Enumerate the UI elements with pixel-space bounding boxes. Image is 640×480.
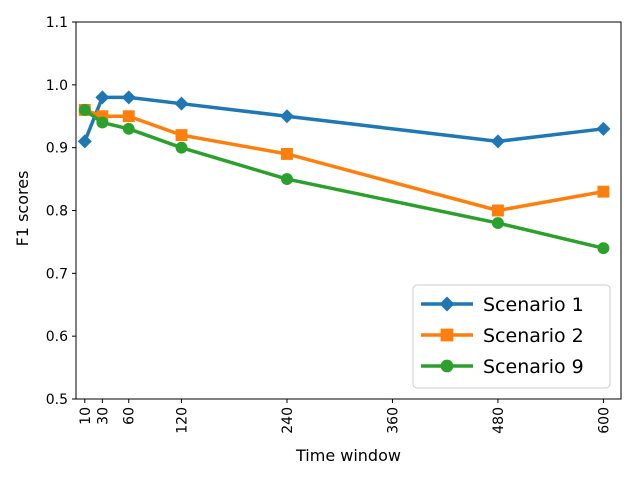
x-tick-label: 10 <box>78 407 94 425</box>
series-line-1 <box>83 95 606 144</box>
legend-marker <box>440 328 454 342</box>
data-point <box>175 129 188 142</box>
data-point <box>597 242 610 255</box>
data-point <box>78 104 91 116</box>
x-axis-title: Time window <box>295 446 401 465</box>
y-tick-label: 1.0 <box>46 78 68 94</box>
legend: Scenario 1 Scenario 2 Scenario 9 <box>412 284 611 389</box>
x-tick-label: 30 <box>95 407 111 425</box>
y-tick-label: 0.7 <box>46 266 68 282</box>
x-tick-label: 240 <box>280 407 296 434</box>
data-point <box>491 217 504 230</box>
legend-box <box>412 284 611 389</box>
data-point <box>491 204 504 217</box>
x-tick-label: 120 <box>174 407 190 434</box>
data-point <box>597 185 610 198</box>
data-point <box>175 141 188 154</box>
x-tick-label: 360 <box>385 407 401 434</box>
y-tick-label: 1.1 <box>46 15 68 31</box>
x-axis-ticks: 10 30 60 120 240 360 480 600 <box>78 399 612 434</box>
data-point <box>596 121 611 136</box>
y-axis-ticks: 0.5 0.6 0.7 0.8 0.9 1.0 1.1 <box>46 15 76 408</box>
plot-area <box>75 21 622 400</box>
data-point <box>95 90 110 105</box>
series-line-2 <box>83 108 606 213</box>
data-point <box>121 90 136 105</box>
legend-label: Scenario 1 <box>483 294 584 316</box>
x-tick-label: 480 <box>491 407 507 434</box>
data-point <box>122 110 135 123</box>
legend-marker <box>440 359 454 373</box>
legend-label: Scenario 9 <box>483 356 584 378</box>
y-tick-label: 0.5 <box>46 392 68 408</box>
data-point <box>281 173 293 186</box>
data-point <box>96 110 109 123</box>
data-point <box>77 134 92 149</box>
legend-label: Scenario 2 <box>483 325 584 347</box>
data-point <box>490 134 505 149</box>
data-point <box>96 116 109 129</box>
data-point <box>279 109 294 124</box>
y-tick-label: 0.9 <box>46 141 68 157</box>
y-axis-title: F1 scores <box>13 171 32 247</box>
data-point <box>122 122 135 135</box>
x-tick-label: 60 <box>122 407 138 425</box>
x-tick-label: 600 <box>596 407 612 434</box>
data-point <box>281 148 293 160</box>
legend-marker <box>439 296 455 312</box>
data-point <box>174 96 189 111</box>
y-tick-label: 0.6 <box>46 329 68 345</box>
y-tick-label: 0.8 <box>46 204 68 220</box>
series-line-3 <box>83 108 606 250</box>
